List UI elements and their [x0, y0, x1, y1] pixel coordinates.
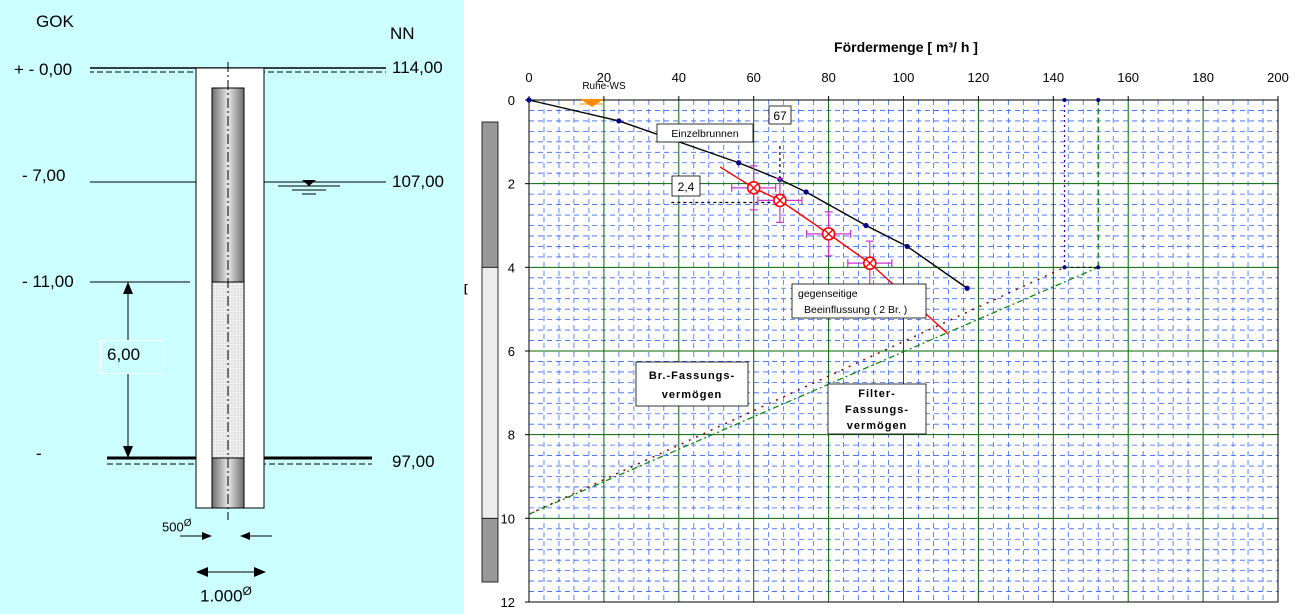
x-tick-label: 60	[746, 70, 760, 85]
box-67: 67	[768, 105, 792, 125]
einzelbrunnen-point	[863, 222, 869, 229]
x-tick-label: 0	[525, 70, 532, 85]
svg-text:vermögen: vermögen	[662, 389, 723, 401]
x-tick-label: 160	[1117, 70, 1139, 85]
capacity-point	[1062, 265, 1067, 270]
series	[526, 97, 1101, 515]
y-tick-label: 4	[508, 260, 515, 275]
level-label-97: 97,00	[386, 448, 456, 476]
br-fassung-label: Br.-Fassungs- vermögen	[635, 361, 749, 407]
svg-text:67: 67	[773, 109, 787, 123]
svg-text:Br.-Fassungs-: Br.-Fassungs-	[649, 370, 735, 382]
beeinflussung-point-cross	[824, 229, 834, 239]
svg-text:Filter-: Filter-	[858, 388, 896, 400]
y-tick-label: 0	[508, 93, 515, 108]
capacity-point	[1096, 98, 1101, 102]
arrow-left-icon	[240, 532, 250, 540]
depth-label-11: - 11,00	[16, 268, 90, 296]
filter-length-label: 6,00	[100, 340, 164, 374]
depth-label-7: - 7,00	[16, 162, 90, 190]
svg-text:Einzelbrunnen: Einzelbrunnen	[671, 128, 738, 140]
well-section-panel: GOK NN + - 0,00 - 7,00 - 11,00 - 114,00 …	[0, 0, 464, 614]
inner-diameter-label: 500Ø	[162, 518, 192, 535]
beeinflussung-point-cross	[749, 183, 759, 193]
filter-fassung-label: Filter- Fassungs- vermögen	[827, 383, 927, 435]
ruhe-ws-label: Ruhe-WS	[582, 81, 626, 92]
y-tick-label: 2	[508, 177, 515, 192]
x-tick-label: 80	[821, 70, 835, 85]
beeinflussung-point-cross	[775, 195, 785, 205]
einzelbrunnen-point	[904, 243, 910, 250]
einzelbrunnen-line	[528, 99, 968, 289]
well-bar	[481, 121, 499, 583]
well-section-drawing	[88, 62, 396, 577]
einzelbrunnen-point	[964, 285, 970, 291]
capacity-point	[1062, 98, 1067, 102]
beeinflussung-point-cross	[865, 258, 875, 268]
svg-text:vermögen: vermögen	[847, 420, 908, 432]
einzelbrunnen-point	[736, 160, 742, 166]
header-nn: NN	[384, 20, 421, 48]
svg-text:Beeinflussung ( 2 Br. ): Beeinflussung ( 2 Br. )	[804, 304, 907, 316]
level-label-114: 114,00	[386, 54, 456, 82]
grid	[529, 100, 1278, 602]
arrow-right-icon	[202, 532, 212, 540]
box-2-4: 2,4	[671, 175, 701, 197]
x-tick-label: 120	[968, 70, 990, 85]
water-level-icon	[302, 180, 316, 186]
x-tick-label: 40	[672, 70, 686, 85]
x-tick-label: 20	[597, 70, 611, 85]
einzelbrunnen-point	[616, 118, 622, 124]
water-level-marker-icon	[580, 99, 604, 107]
capacity-point	[1096, 265, 1101, 270]
x-tick-label: 140	[1042, 70, 1064, 85]
pumping-chart: Fördermenge [ m³/ h ] 0 20 40 60 80 100 120 140…	[464, 0, 1306, 614]
einzelbrunnen-point	[803, 189, 809, 195]
chart-title: Fördermenge [ m³/ h ]	[834, 39, 978, 55]
y-axis-label-fragment: [	[464, 283, 468, 295]
outer-diameter-label: 1.000Ø	[200, 584, 252, 606]
depth-label-0: + - 0,00	[8, 56, 90, 84]
y-tick-label: 10	[501, 511, 515, 526]
level-label-107: 107,00	[386, 168, 456, 196]
x-tick-label: 200	[1267, 70, 1289, 85]
svg-text:Fassungs-: Fassungs-	[845, 404, 909, 416]
axis-ticks: 0 20 40 60 80 100 120 140 160 180 200 0 2 4 6 8 10 12	[501, 70, 1289, 610]
x-tick-label: 180	[1192, 70, 1214, 85]
filter-fassung-line	[528, 266, 1099, 515]
svg-text:2,4: 2,4	[678, 180, 695, 194]
einzelbrunnen-point	[526, 97, 532, 103]
einzelbrunnen-label: Einzelbrunnen	[656, 123, 754, 143]
x-tick-label: 100	[893, 70, 915, 85]
y-tick-label: 8	[508, 428, 515, 443]
depth-label-bottom: -	[30, 440, 90, 468]
y-tick-label: 12	[501, 595, 515, 610]
y-tick-label: 6	[508, 344, 515, 359]
svg-text:gegenseitige: gegenseitige	[798, 288, 858, 300]
gegenseitige-label: gegenseitige Beeinflussung ( 2 Br. )	[791, 283, 927, 319]
header-gok: GOK	[30, 8, 80, 36]
